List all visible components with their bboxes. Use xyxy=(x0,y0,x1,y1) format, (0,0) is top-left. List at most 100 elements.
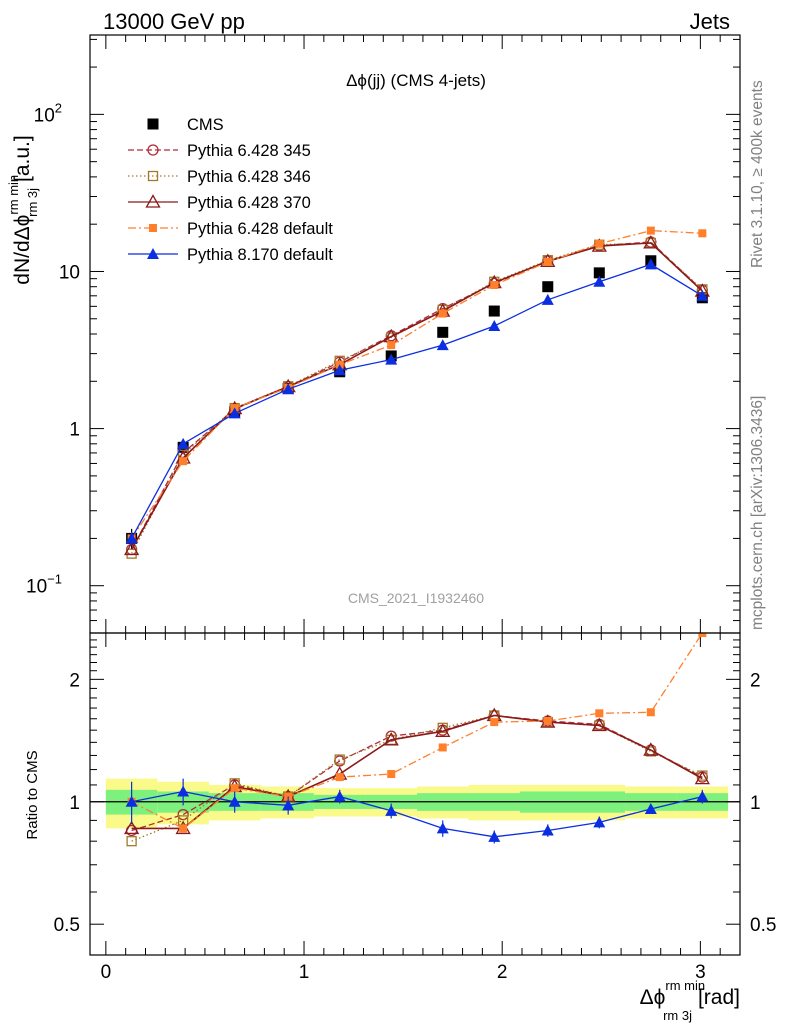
x-tick-label: 2 xyxy=(497,962,508,983)
ratio-point-p8def xyxy=(385,804,398,816)
ratio-series xyxy=(124,633,710,847)
process-label: Jets xyxy=(690,9,730,34)
data-point-p370 xyxy=(124,541,140,556)
legend-marker-p6def xyxy=(149,224,157,232)
ratio-line-p6def xyxy=(131,633,703,830)
ratio-point-p370 xyxy=(124,820,140,835)
series-line-p8def xyxy=(131,263,703,539)
data-point-p8def xyxy=(228,407,241,419)
rivet-info: Rivet 3.1.10, ≥ 400k events xyxy=(749,80,766,268)
ratio-panel: 0.5 0.5 1 1 2 2 0 1 2 3 Ratio to CMS Δϕrm min rm … xyxy=(24,632,776,1023)
main-y-tick-label: 102 xyxy=(34,100,62,126)
ratio-point-p6def xyxy=(179,824,188,833)
data-point-p6def xyxy=(438,309,447,318)
data-point-p8def xyxy=(333,364,346,376)
data-point-p6def xyxy=(179,457,188,466)
legend-marker-p370 xyxy=(145,194,161,208)
main-y-tick-label: 10 xyxy=(59,262,80,283)
legend-label-p346: Pythia 6.428 346 xyxy=(187,168,311,186)
ratio-point-p346 xyxy=(126,836,137,847)
data-point-p8def xyxy=(282,383,295,395)
series-line-p6def xyxy=(131,229,703,539)
data-point-p6def xyxy=(698,229,707,238)
legend: CMS Pythia 6.428 345 Pythia 6.428 346 Pythi… xyxy=(128,116,333,264)
x-axis-label-main: Δϕ xyxy=(640,986,666,1009)
ratio-point-p6def xyxy=(698,633,707,637)
main-y-axis: 10−1 1 10 102 xyxy=(26,38,740,634)
data-point-p370 xyxy=(643,235,659,249)
ratio-y-tick-label-right: 2 xyxy=(750,670,761,691)
main-series xyxy=(124,226,710,559)
ratio-point-p8def xyxy=(488,830,501,842)
series-p8def xyxy=(125,258,709,546)
main-panel: Δϕ(jj) (CMS 4-jets) CMS_2021_I1932460 10… xyxy=(6,34,741,634)
ratio-point-p6def xyxy=(595,709,604,718)
data-point-cms xyxy=(437,326,449,338)
data-point-p8def xyxy=(644,258,657,270)
ratio-point-p346 xyxy=(334,754,345,765)
ratio-point-p346 xyxy=(437,722,448,733)
ratio-point-p8def xyxy=(644,802,657,814)
data-point-p8def xyxy=(488,319,501,331)
ratio-point-p370 xyxy=(643,742,659,756)
series-p346 xyxy=(126,237,708,559)
main-y-label-sub: rm 3j xyxy=(25,188,40,217)
ratio-point-p370 xyxy=(383,732,399,746)
series-line-p370 xyxy=(130,242,703,550)
ratio-point-p8def xyxy=(282,799,295,811)
ratio-point-p370 xyxy=(435,723,451,737)
ratio-point-p370 xyxy=(591,717,607,732)
ratio-point-p6def xyxy=(438,743,447,752)
ratio-point-p8def xyxy=(333,790,346,802)
ratio-frame xyxy=(89,632,741,956)
main-y-label: dN/dΔϕrm min rm 3j [a.u.] xyxy=(6,135,40,284)
mcplots-info: mcplots.cern.ch [arXiv:1306.3436] xyxy=(749,396,766,630)
ratio-y-tick-label-right: 0.5 xyxy=(750,915,776,936)
x-axis-label-unit: [rad] xyxy=(698,986,740,1009)
main-x-ticks xyxy=(105,35,721,633)
x-axis-label: Δϕrm min rm 3j [rad] xyxy=(640,978,740,1023)
ratio-point-p370 xyxy=(694,770,710,785)
ratio-y-tick-label: 2 xyxy=(69,670,80,691)
legend-label-cms: CMS xyxy=(187,116,224,134)
legend-item-p345: Pythia 6.428 345 xyxy=(128,142,311,160)
ratio-y-tick-label-right: 1 xyxy=(750,793,761,814)
ratio-line-p8def xyxy=(131,790,703,838)
legend-label-p345: Pythia 6.428 345 xyxy=(187,142,311,160)
main-y-tick-exponent: −1 xyxy=(47,572,62,587)
ratio-point-p8def xyxy=(125,795,138,807)
ratio-point-p6def xyxy=(387,770,396,779)
ratio-point-p8def xyxy=(541,824,554,836)
data-point-p8def xyxy=(436,339,449,351)
ratio-point-p8def xyxy=(593,816,606,828)
ratio-y-tick-label: 0.5 xyxy=(54,915,80,936)
x-tick-label: 3 xyxy=(695,962,706,983)
series-p6def xyxy=(127,226,707,543)
legend-label-p6def: Pythia 6.428 default xyxy=(187,220,333,238)
legend-marker-p8def xyxy=(147,248,159,259)
data-point-p6def xyxy=(387,341,396,350)
main-y-tick-exponent: 2 xyxy=(55,100,62,115)
series-line-p346 xyxy=(131,242,703,554)
ratio-y-label: Ratio to CMS xyxy=(24,750,41,839)
energy-label: 13000 GeV pp xyxy=(103,9,245,34)
data-point-cms xyxy=(593,267,605,279)
legend-item-p6def: Pythia 6.428 default xyxy=(128,220,333,238)
series-p370 xyxy=(124,235,710,556)
legend-item-cms: CMS xyxy=(147,116,224,134)
data-point-p8def xyxy=(177,437,190,449)
analysis-tag: CMS_2021_I1932460 xyxy=(348,590,484,606)
x-tick-label: 1 xyxy=(299,962,310,983)
ratio-point-p6def xyxy=(230,784,239,793)
ratio-x-axis: 0 1 2 3 xyxy=(101,633,741,983)
ratio-point-p8def xyxy=(228,795,241,807)
data-point-p8def xyxy=(541,293,554,305)
series-line-p345 xyxy=(131,241,703,550)
ratio-point-p6def xyxy=(490,718,499,727)
ratio-point-p6def xyxy=(543,716,552,725)
data-point-p8def xyxy=(125,532,138,544)
data-point-p8def xyxy=(593,275,606,287)
x-tick-label: 0 xyxy=(101,962,112,983)
